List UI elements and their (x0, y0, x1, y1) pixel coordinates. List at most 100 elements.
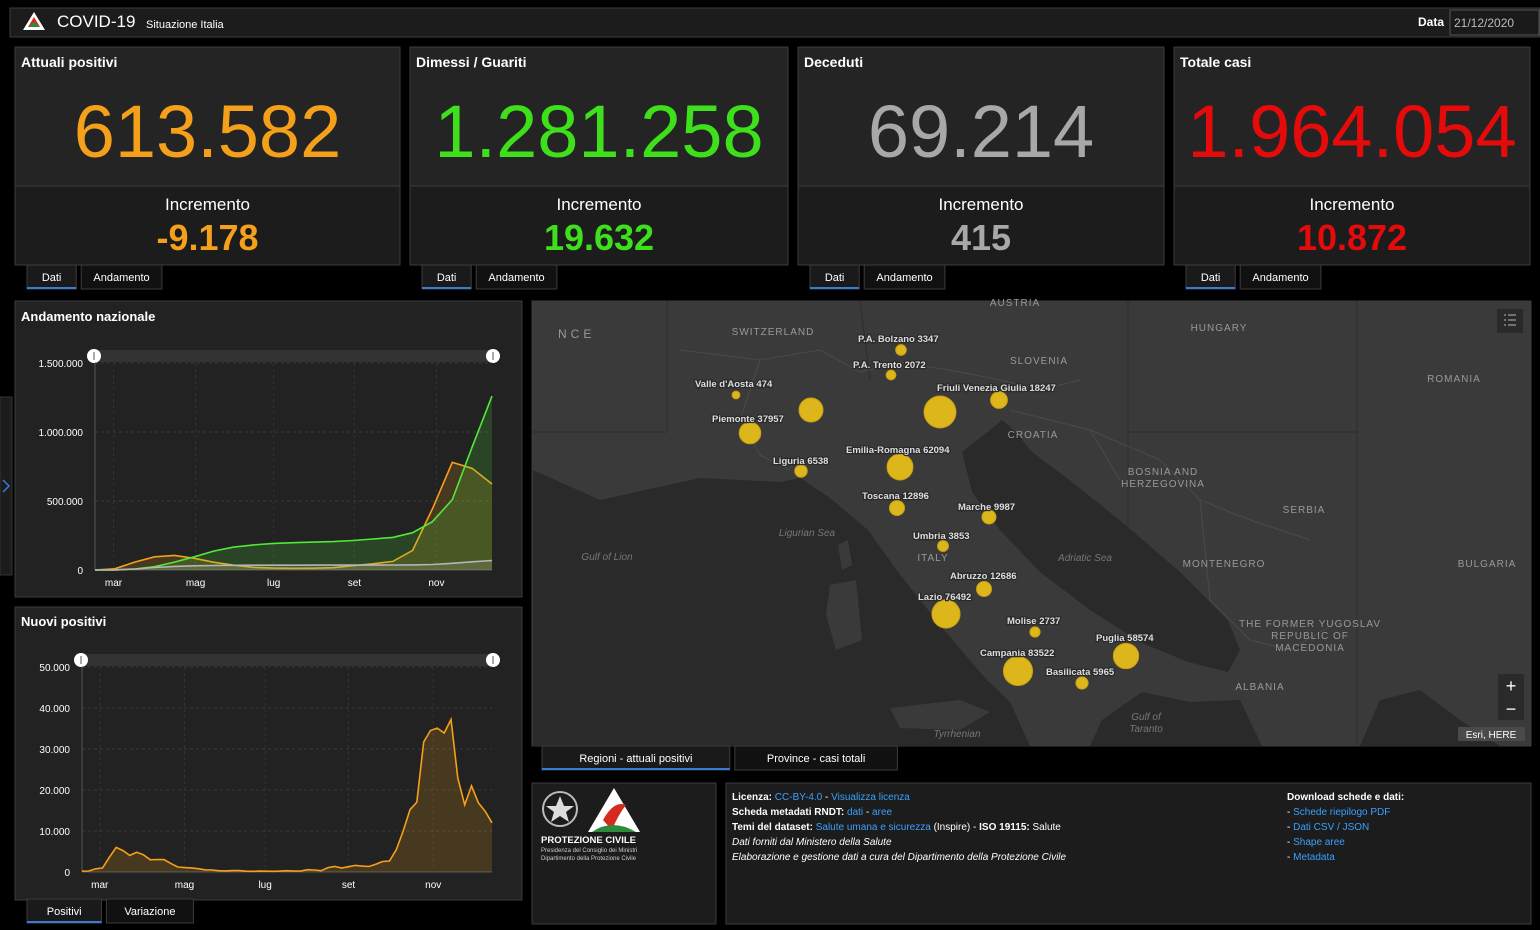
region-bubble[interactable] (990, 391, 1008, 409)
country-label: NCE (558, 327, 595, 341)
tab[interactable] (1239, 264, 1322, 290)
tab-label[interactable]: Variazione (124, 906, 175, 918)
tab[interactable] (26, 264, 77, 290)
info-text: ISO 19115: (979, 822, 1030, 833)
tab[interactable] (1185, 264, 1236, 290)
country-label: BULGARIA (1458, 559, 1517, 570)
card-bottom (14, 185, 401, 266)
info-link[interactable]: Dati CSV / JSON (1293, 822, 1369, 833)
tab[interactable] (105, 898, 194, 924)
region-name: Basilicata (1046, 667, 1091, 678)
date-input[interactable] (1449, 9, 1540, 36)
tab[interactable] (80, 264, 163, 290)
x-tick-label: mar (105, 578, 123, 589)
card-increment: 10.872 (1297, 217, 1407, 258)
info-link[interactable]: Shape aree (1293, 837, 1345, 848)
tab-label[interactable]: Dati (42, 272, 62, 284)
card-bottom (409, 185, 789, 266)
tab[interactable] (26, 898, 102, 924)
info-link[interactable]: aree (872, 807, 892, 818)
layer-list-button[interactable] (1497, 309, 1523, 333)
info-text: Licenza: (732, 792, 772, 803)
info-line: Licenza: CC-BY-4.0 - Visualizza licenza (732, 792, 910, 803)
zoom-control (1498, 674, 1524, 720)
zoom-in[interactable]: + (1506, 676, 1517, 696)
tab[interactable] (541, 745, 731, 771)
region-bubble[interactable] (931, 599, 961, 629)
info-link[interactable]: Metadata (1293, 852, 1335, 863)
region-label: P.A. Trento 2072 (853, 360, 926, 371)
side-toggle[interactable] (0, 396, 13, 576)
tab-label[interactable]: Andamento (488, 272, 544, 284)
info-link[interactable]: CC-BY-4.0 (772, 792, 823, 803)
region-label: Toscana 12896 (862, 491, 929, 502)
card-top (1173, 46, 1531, 187)
emblem-ring (542, 791, 578, 827)
tab-label[interactable]: Dati (437, 272, 457, 284)
tab[interactable] (421, 264, 472, 290)
region-bubble[interactable] (885, 369, 897, 381)
tab-label[interactable]: Andamento (876, 272, 932, 284)
region-value: 6538 (807, 456, 828, 467)
country-label: SLOVENIA (1010, 356, 1068, 367)
region-value: 2072 (905, 360, 926, 371)
tab-label[interactable]: Dati (1201, 272, 1221, 284)
region-value: 83522 (1028, 648, 1054, 659)
region-bubble[interactable] (981, 509, 997, 525)
tab[interactable] (475, 264, 558, 290)
region-bubble[interactable] (731, 390, 741, 400)
range-slider[interactable] (81, 654, 493, 666)
region-bubble[interactable] (1075, 676, 1089, 690)
region-bubble[interactable] (937, 540, 949, 552)
country-label: BOSNIA AND (1128, 467, 1199, 478)
region-bubble[interactable] (1029, 626, 1041, 638)
country-label: SWITZERLAND (732, 327, 815, 338)
region-name: Lazio (918, 592, 942, 603)
country-label: HERZEGOVINA (1121, 479, 1205, 490)
map[interactable] (531, 300, 1532, 747)
region-value: 37957 (757, 414, 783, 425)
x-tick-label: nov (428, 578, 444, 589)
tab-label[interactable]: Andamento (1252, 272, 1308, 284)
range-slider[interactable] (94, 350, 493, 362)
zoom-out[interactable]: − (1506, 699, 1517, 719)
tab[interactable] (734, 745, 898, 771)
tab-label[interactable]: Andamento (93, 272, 149, 284)
region-name: Abruzzo (950, 571, 988, 582)
tab-label[interactable]: Province - casi totali (767, 753, 865, 765)
region-bubble[interactable] (738, 421, 762, 445)
region-bubble[interactable] (794, 464, 808, 478)
region-name: Liguria (773, 456, 805, 467)
country-label: CROATIA (1008, 430, 1059, 441)
info-link[interactable]: Schede riepilogo PDF (1293, 807, 1390, 818)
tab[interactable] (863, 264, 946, 290)
region-bubble[interactable] (1112, 642, 1140, 670)
region-label: Puglia 58574 (1096, 633, 1154, 644)
region-label: Friuli Venezia Giulia 18247 (937, 383, 1056, 394)
tab-label[interactable]: Dati (825, 272, 845, 284)
region-value: 12896 (902, 491, 928, 502)
tab-label[interactable]: Positivi (47, 906, 82, 918)
info-link[interactable]: Salute umana e sicurezza (813, 822, 931, 833)
sea-label: Gulf of Lion (581, 552, 633, 563)
date-value[interactable]: 21/12/2020 (1454, 16, 1514, 30)
info-text: Scheda metadati RNDT: (732, 807, 844, 818)
info-link[interactable]: dati (844, 807, 863, 818)
region-bubble[interactable] (895, 344, 907, 356)
region-bubble[interactable] (923, 395, 957, 429)
region-label: Valle d'Aosta 474 (695, 379, 773, 390)
region-bubble[interactable] (798, 397, 824, 423)
info-line: Temi del dataset: Salute umana e sicurez… (732, 822, 1061, 833)
info-text: - (1287, 852, 1293, 863)
info-text: Salute (1030, 822, 1062, 833)
region-name: Umbria (913, 531, 946, 542)
info-link[interactable]: Visualizza licenza (831, 792, 910, 803)
country-label: THE FORMER YUGOSLAV (1239, 619, 1381, 630)
region-bubble[interactable] (975, 580, 993, 598)
region-bubble[interactable] (886, 453, 914, 481)
region-bubble[interactable] (888, 499, 906, 517)
region-bubble[interactable] (1002, 655, 1034, 687)
card-bottom (1173, 185, 1531, 266)
country-label: MACEDONIA (1275, 643, 1345, 654)
tab-label[interactable]: Regioni - attuali positivi (579, 753, 692, 765)
